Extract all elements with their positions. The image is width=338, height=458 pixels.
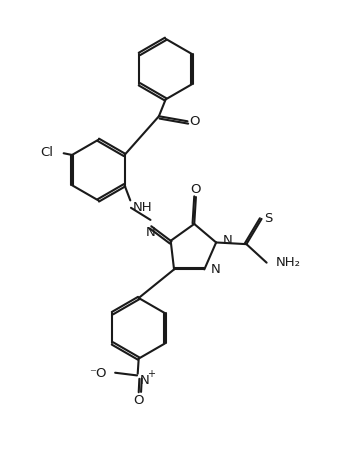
Text: O: O (134, 394, 144, 407)
Text: O: O (191, 183, 201, 196)
Text: O: O (190, 115, 200, 128)
Text: N: N (211, 263, 221, 276)
Text: NH₂: NH₂ (276, 256, 301, 269)
Text: S: S (264, 213, 272, 225)
Text: N: N (139, 374, 149, 387)
Text: ⁻O: ⁻O (89, 367, 107, 380)
Text: N: N (146, 226, 155, 239)
Text: NH: NH (133, 201, 153, 214)
Text: Cl: Cl (41, 146, 53, 159)
Text: +: + (147, 369, 155, 379)
Text: N: N (223, 234, 233, 247)
